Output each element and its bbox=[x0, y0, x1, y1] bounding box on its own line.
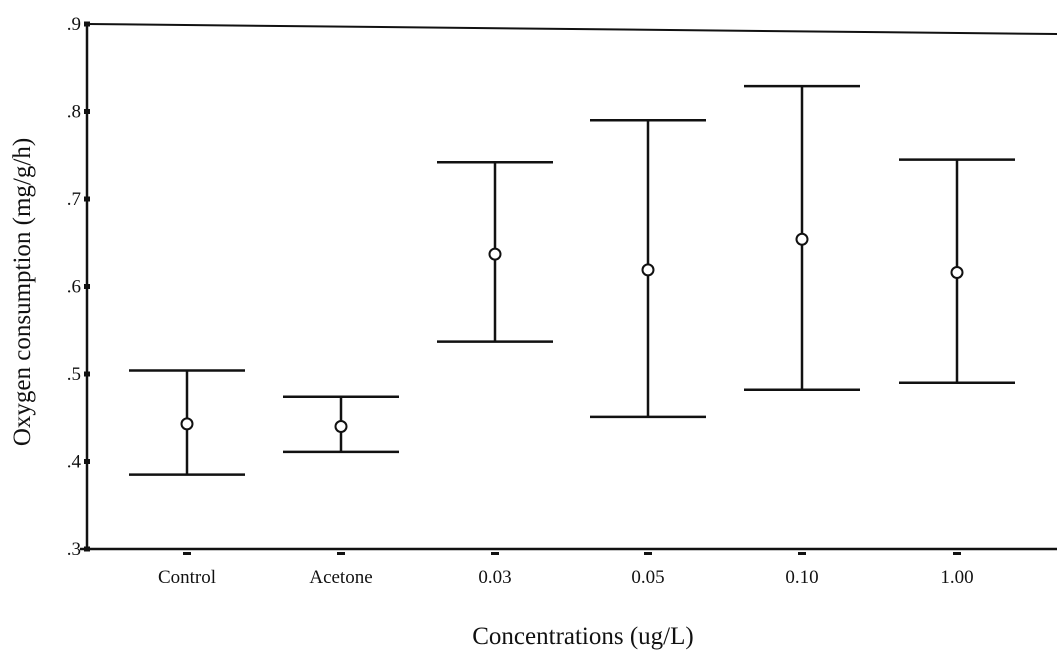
y-tick-mark bbox=[84, 21, 90, 27]
top-border-line bbox=[86, 23, 1057, 35]
y-tick-mark bbox=[84, 546, 90, 552]
error-bar-group bbox=[899, 158, 1015, 384]
x-category-label: 1.00 bbox=[940, 567, 973, 588]
x-tick-mark bbox=[491, 552, 499, 555]
y-axis-title: Oxygen consumption (mg/g/h) bbox=[9, 138, 36, 446]
x-axis-ticks: Control Acetone 0.03 0.05 0.10 1.00 bbox=[158, 552, 974, 588]
y-tick-label: .5 bbox=[67, 364, 81, 385]
y-tick-mark bbox=[84, 371, 90, 377]
y-tick-label: .3 bbox=[67, 539, 81, 560]
x-tick-mark bbox=[798, 552, 806, 555]
error-bar-group bbox=[129, 369, 245, 476]
error-bar-group bbox=[744, 84, 860, 391]
y-tick-label: .8 bbox=[67, 102, 81, 123]
mean-point bbox=[488, 247, 502, 261]
x-tick-mark bbox=[337, 552, 345, 555]
y-tick-label: .7 bbox=[67, 189, 81, 210]
mean-point bbox=[795, 232, 809, 246]
error-bars bbox=[129, 84, 1015, 476]
error-bar-group bbox=[590, 119, 706, 419]
y-tick-mark bbox=[84, 196, 90, 202]
y-tick-label: .9 bbox=[67, 14, 81, 35]
error-bar-group bbox=[437, 161, 553, 343]
x-tick-mark bbox=[953, 552, 961, 555]
y-tick-label: .4 bbox=[67, 452, 82, 473]
mean-point bbox=[950, 266, 964, 279]
y-axis-ticks: .3 .4 .5 .6 .7 .8 .9 bbox=[67, 14, 90, 560]
y-tick-label: .6 bbox=[67, 277, 81, 298]
y-tick-mark bbox=[84, 284, 90, 289]
mean-point bbox=[180, 417, 194, 431]
x-axis-title: Concentrations (ug/L) bbox=[472, 623, 693, 650]
y-tick-mark bbox=[84, 459, 90, 464]
x-category-label: 0.05 bbox=[631, 567, 664, 588]
mean-point bbox=[641, 263, 655, 277]
mean-point bbox=[334, 420, 348, 433]
x-tick-mark bbox=[644, 552, 652, 555]
y-tick-mark bbox=[84, 109, 90, 114]
x-category-label: 0.03 bbox=[478, 567, 511, 588]
x-category-label: 0.10 bbox=[785, 567, 818, 588]
error-bar-group bbox=[283, 395, 399, 454]
x-tick-mark bbox=[183, 552, 191, 555]
plot-frame bbox=[80, 23, 1057, 551]
x-category-label: Acetone bbox=[309, 567, 372, 588]
x-category-label: Control bbox=[158, 567, 216, 588]
